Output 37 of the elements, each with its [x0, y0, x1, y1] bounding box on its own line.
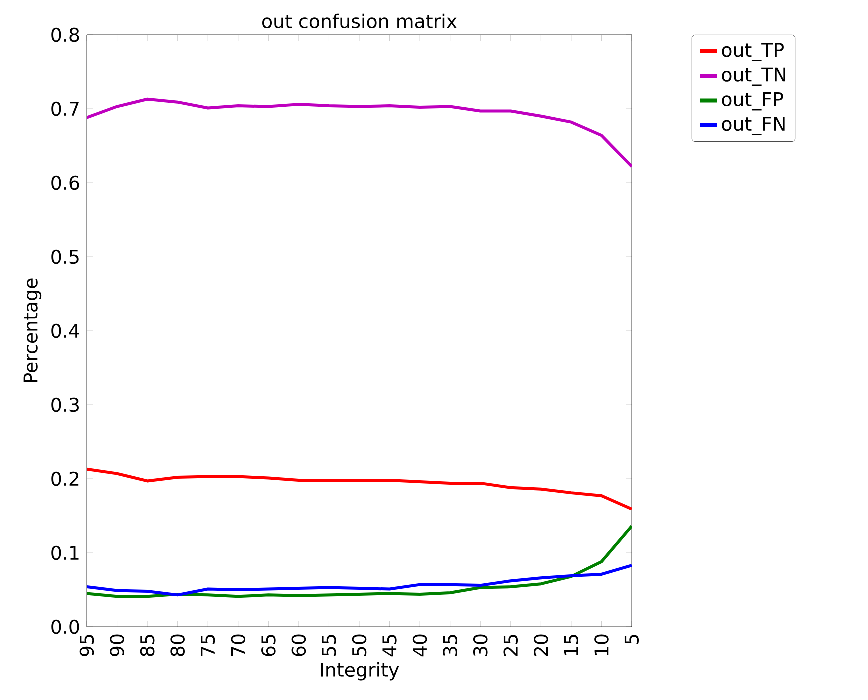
legend-label: out_FP	[722, 92, 784, 111]
y-axis-title: Percentage	[24, 278, 42, 382]
legend-label: out_TP	[722, 43, 784, 62]
y-tick-label: 0.1	[52, 546, 79, 560]
x-tick-label: 80	[170, 634, 185, 656]
x-tick-label: 35	[443, 635, 458, 656]
x-tick-label: 90	[110, 634, 124, 656]
y-tick-label: 0.6	[52, 176, 80, 190]
x-tick-label: 50	[352, 634, 367, 656]
x-tick-label: 95	[80, 635, 94, 656]
line-series	[87, 98, 632, 168]
x-tick-label: 5	[624, 635, 640, 644]
x-tick-label: 60	[292, 634, 306, 656]
x-tick-label: 75	[201, 635, 216, 656]
y-tick-label: 0.5	[52, 250, 79, 264]
y-tick-label: 0.2	[52, 472, 79, 486]
x-axis-title: Integrity	[321, 662, 400, 681]
x-tick-label: 10	[594, 634, 609, 656]
y-tick-label: 0.8	[52, 28, 80, 42]
x-tick-label: 15	[564, 635, 578, 656]
x-tick-label: 45	[382, 635, 397, 657]
x-tick-label: 25	[504, 635, 518, 656]
legend-label: out_FN	[722, 117, 785, 136]
x-tick-label: 40	[412, 634, 428, 657]
x-tick-label: 65	[262, 635, 276, 656]
x-tick-label: 30	[473, 634, 488, 656]
y-tick-label: 0.0	[52, 620, 80, 634]
y-tick-label: 0.7	[52, 102, 79, 116]
line-series	[87, 564, 632, 597]
x-tick-label: 85	[140, 635, 155, 656]
x-tick-label: 70	[231, 634, 246, 656]
chart-title: out confusion matrix	[262, 14, 457, 29]
legend-label: out_TN	[722, 68, 786, 86]
x-tick-label: 20	[534, 634, 548, 656]
y-tick-label: 0.3	[52, 398, 79, 412]
y-tick-label: 0.4	[52, 324, 80, 338]
x-tick-label: 55	[322, 635, 336, 656]
